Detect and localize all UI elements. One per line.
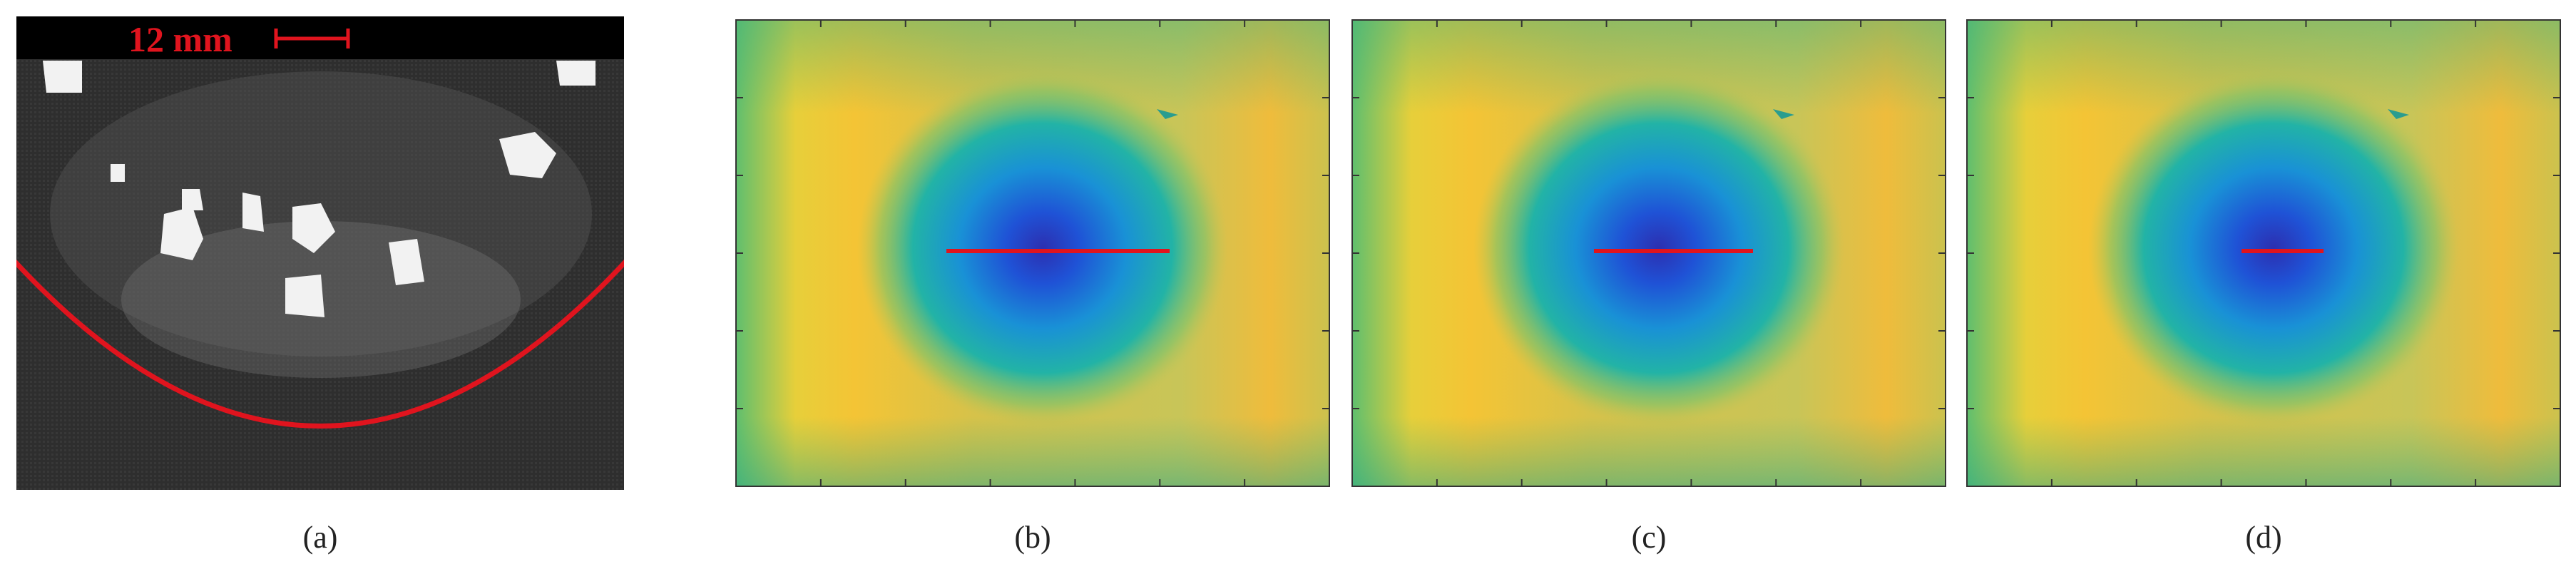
notch (2388, 109, 2409, 119)
scale-bar-label: 12 mm (128, 19, 232, 59)
heatmap-blob (2088, 70, 2459, 426)
heatmap-blob (1473, 70, 1844, 426)
heatmap-panel (1351, 19, 1946, 487)
arc (16, 259, 624, 429)
panel-label: (d) (2245, 520, 2281, 555)
heatmap-panel (735, 19, 1330, 487)
panel-label: (b) (1014, 520, 1051, 555)
notch (1773, 109, 1794, 119)
panel-label: (a) (303, 520, 338, 555)
panel-label: (c) (1632, 520, 1667, 555)
panel-a: 12 mm (16, 16, 624, 490)
heatmap-blob (857, 70, 1228, 426)
ct-image (16, 16, 624, 490)
heatmap-panel (1966, 19, 2561, 487)
scale-bar (274, 29, 350, 48)
notch (1157, 109, 1178, 119)
ct-content (16, 61, 624, 429)
